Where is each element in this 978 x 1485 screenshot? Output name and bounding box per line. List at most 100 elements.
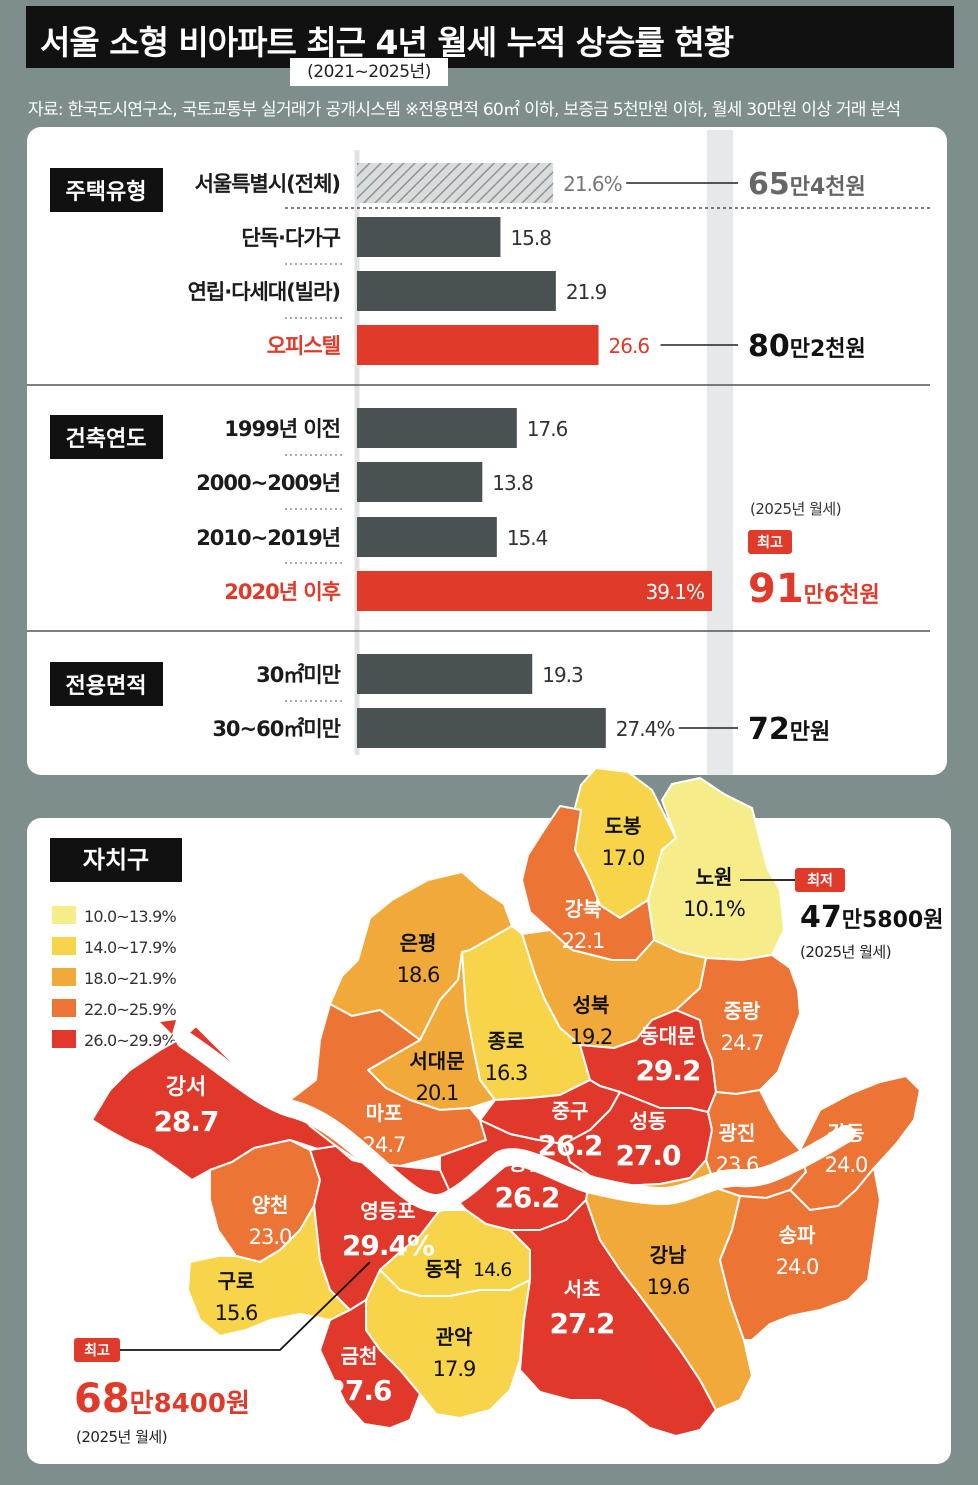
- map-title: 자치구: [83, 846, 149, 874]
- bar-value-label: 17.6: [527, 417, 568, 441]
- bar: [357, 654, 533, 694]
- district-shape: [675, 954, 801, 1095]
- district-name: 종로: [488, 1029, 525, 1053]
- district-name: 영등포: [360, 1199, 415, 1223]
- district-value: 18.6: [397, 963, 440, 987]
- district-label-3: 은평 18.6: [397, 931, 441, 987]
- rent-value: 72만원: [748, 712, 830, 747]
- bar-category-label: 연립·다세대(빌라): [188, 280, 340, 304]
- page-title: 서울 소형 비아파트 최근 4년 월세 누적 상승률 현황: [40, 23, 734, 62]
- legend-item: 14.0~17.9%: [52, 937, 177, 957]
- legend-label: 18.0~21.9%: [84, 969, 176, 988]
- lowest-rent-number: 47: [800, 900, 842, 935]
- district-value: 16.3: [485, 1061, 528, 1085]
- bar: [357, 325, 599, 365]
- district-label-6: 서대문 20.1: [409, 1049, 464, 1105]
- district-label-14: 강동 24.0: [825, 1121, 869, 1177]
- rent-value-unit: 만4천원: [790, 175, 866, 200]
- district-name: 서초: [564, 1277, 601, 1301]
- rent-value: 80만2천원: [748, 329, 866, 364]
- lowest-rent-unit: 만5800원: [842, 908, 944, 933]
- district-name: 마포: [366, 1101, 403, 1125]
- bar-category-label: 단독·다가구: [241, 226, 340, 250]
- lowest-note: (2025년 월세): [800, 943, 891, 961]
- district-name: 동대문: [640, 1024, 695, 1048]
- group-label: 주택유형: [66, 180, 147, 205]
- bar: [357, 217, 501, 257]
- district-value: 29.2: [635, 1054, 700, 1087]
- district-value: 22.1: [562, 929, 605, 953]
- district-value: 20.1: [416, 1081, 459, 1105]
- district-label-24: 금천 27.6: [326, 1344, 392, 1407]
- rent-value-number: 72: [748, 712, 790, 747]
- district-label-10: 마포 24.7: [363, 1101, 407, 1157]
- legend-item: 10.0~13.9%: [52, 906, 177, 926]
- district-name: 동작: [425, 1257, 462, 1281]
- legend-item: 26.0~29.9%: [52, 1030, 177, 1050]
- bar-value-label: 13.8: [492, 471, 533, 495]
- bar: [357, 462, 483, 502]
- district-value: 26.2: [494, 1181, 559, 1214]
- bar-value-label: 27.4%: [616, 717, 675, 741]
- legend-label: 14.0~17.9%: [84, 938, 176, 957]
- district-label-9: 강서 28.7: [153, 1075, 219, 1138]
- highest-rent: 68만8400원: [74, 1376, 250, 1422]
- district-name: 강남: [650, 1243, 687, 1267]
- group-label: 건축연도: [66, 427, 147, 452]
- legend-label: 26.0~29.9%: [84, 1031, 176, 1050]
- district-value: 17.0: [602, 846, 645, 870]
- district-name: 노원: [696, 865, 733, 889]
- district-label-0: 도봉 17.0: [602, 814, 646, 870]
- highest-rent-number: 68: [74, 1376, 130, 1422]
- group-label-box: [50, 168, 163, 212]
- group-label: 전용면적: [66, 674, 147, 699]
- rent-value-unit: 만2천원: [790, 337, 866, 362]
- district-name: 광진: [719, 1121, 756, 1145]
- period-label: (2021~2025년): [290, 58, 448, 86]
- top-badge: 최고: [748, 530, 792, 554]
- source-note: 자료: 한국도시연구소, 국토교통부 실거래가 공개시스템 ※전용면적 60㎡ …: [28, 100, 901, 120]
- district-name: 강동: [828, 1121, 865, 1145]
- bar-category-label: 2020년 이후: [224, 580, 340, 604]
- rent-value: 91만6천원: [748, 566, 880, 612]
- district-name: 강북: [565, 897, 602, 921]
- district-label-12: 성동 27.0: [615, 1109, 682, 1172]
- rent-value-number: 91: [748, 566, 804, 612]
- district-value: 24.0: [825, 1153, 868, 1177]
- district-label-18: 동작 14.6: [425, 1257, 512, 1281]
- highest-badge-bg: [74, 1338, 120, 1362]
- bar-value-label: 26.6: [609, 334, 650, 358]
- river-mouth-marker: [160, 1020, 176, 1034]
- group-build-year: 건축연도 1999년 이전 17.6 2000~2009년 13.8 2010~2019년…: [50, 408, 880, 612]
- district-value: 17.9: [433, 1357, 476, 1381]
- district-value: 19.6: [647, 1275, 690, 1299]
- district-label-4: 성북 19.2: [570, 993, 614, 1049]
- district-name: 강서: [166, 1075, 206, 1100]
- highest-badge-text: 최고: [84, 1343, 110, 1359]
- district-label-13: 광진 23.6: [716, 1121, 760, 1177]
- legend-swatch: [52, 906, 76, 924]
- group-label-box: [50, 415, 163, 459]
- district-label-20: 관악 17.9: [433, 1325, 477, 1381]
- rent-value-number: 65: [748, 167, 790, 202]
- legend-label: 10.0~13.9%: [84, 907, 176, 926]
- legend-swatch: [52, 1030, 76, 1048]
- callout-line: [115, 1261, 371, 1351]
- top-badge-bg: [748, 530, 792, 554]
- rent-value-number: 80: [748, 329, 790, 364]
- district-shape: [719, 1167, 881, 1341]
- district-value: 14.6: [473, 1259, 511, 1281]
- district-label-5: 종로 16.3: [485, 1029, 529, 1085]
- district-label-17: 영등포 29.4%: [342, 1199, 436, 1262]
- district-value: 28.7: [153, 1105, 218, 1138]
- district-name: 성북: [573, 993, 610, 1017]
- bar-category-label: 서울특별시(전체): [195, 172, 340, 196]
- bar: [357, 408, 517, 448]
- group-floor-area: 전용면적 30㎡미만 19.3 30~60㎡미만 27.4% 72만원: [50, 654, 830, 748]
- district-label-23: 송파 24.0: [776, 1223, 820, 1279]
- district-value: 15.6: [215, 1301, 258, 1325]
- district-layer: [91, 767, 921, 1437]
- bar-value-label: 19.3: [542, 663, 583, 687]
- rent-value-unit: 만원: [790, 720, 830, 745]
